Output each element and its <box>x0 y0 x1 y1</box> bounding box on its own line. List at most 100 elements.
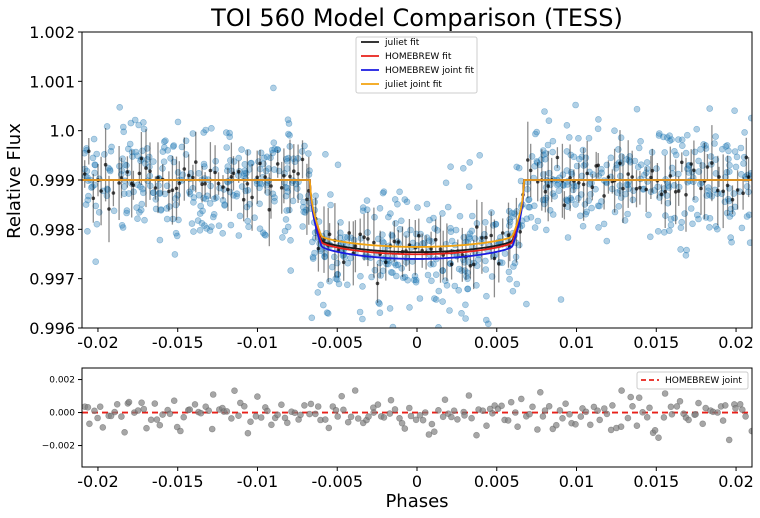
raw-flux-point <box>376 309 384 317</box>
raw-flux-point <box>582 154 590 162</box>
x-tick-label: 0.015 <box>633 333 679 352</box>
raw-flux-point <box>667 215 675 223</box>
raw-flux-point <box>392 261 400 269</box>
residual-point <box>430 428 438 436</box>
raw-flux-point <box>160 158 168 165</box>
raw-flux-point <box>695 157 702 165</box>
raw-flux-point <box>299 223 307 230</box>
raw-flux-point <box>284 184 291 192</box>
binned-flux-point <box>676 189 681 193</box>
raw-flux-point <box>155 182 162 189</box>
x-tick-label: -0.02 <box>77 333 118 352</box>
raw-flux-point <box>542 150 550 157</box>
raw-flux-point <box>409 239 417 247</box>
raw-flux-point <box>666 137 674 144</box>
residual-point <box>692 410 699 418</box>
raw-flux-point <box>163 205 170 212</box>
raw-flux-point <box>357 272 364 280</box>
raw-flux-point <box>513 163 521 171</box>
raw-flux-point <box>262 167 270 175</box>
residual-point <box>419 416 427 424</box>
raw-flux-point <box>623 181 631 188</box>
raw-flux-point <box>224 163 232 170</box>
raw-flux-point <box>559 171 567 178</box>
raw-flux-point <box>665 184 673 191</box>
raw-flux-point <box>549 137 557 145</box>
raw-flux-point <box>375 299 382 306</box>
raw-flux-point <box>336 229 344 237</box>
raw-flux-point <box>84 228 91 235</box>
residual-point <box>186 406 193 413</box>
raw-flux-point <box>572 101 579 109</box>
raw-flux-point <box>92 258 99 266</box>
residual-point <box>180 413 187 421</box>
binned-flux-point <box>362 235 366 239</box>
raw-flux-point <box>505 268 513 276</box>
main-legend-box <box>355 36 478 94</box>
binned-flux-point <box>103 162 108 167</box>
raw-flux-point <box>461 267 469 274</box>
binned-flux-point <box>492 256 497 261</box>
binned-flux-point <box>208 168 213 173</box>
raw-flux-point <box>738 224 746 232</box>
raw-flux-point <box>505 222 513 229</box>
residual-point <box>147 416 155 424</box>
binned-flux-point <box>489 233 494 238</box>
raw-flux-point <box>622 190 629 198</box>
residual-x-tick-label: -0.02 <box>77 472 118 491</box>
raw-flux-point <box>695 215 702 223</box>
raw-flux-point <box>121 183 128 190</box>
raw-flux-point <box>135 121 142 129</box>
raw-flux-point <box>172 201 180 209</box>
residual-point <box>208 425 216 433</box>
residual-point <box>387 396 395 404</box>
raw-flux-point <box>308 314 316 322</box>
residual-point <box>661 390 669 397</box>
raw-flux-point <box>271 145 279 153</box>
raw-flux-point <box>564 197 571 204</box>
raw-flux-point <box>186 188 193 196</box>
raw-flux-point <box>671 214 678 222</box>
binned-flux-point <box>255 175 259 180</box>
raw-flux-point <box>235 154 242 162</box>
raw-flux-point <box>236 212 244 220</box>
residual-point <box>401 425 409 432</box>
residual-point <box>572 420 579 428</box>
residual-point <box>268 421 275 429</box>
binned-flux-point <box>500 231 505 235</box>
residual-point <box>365 413 372 420</box>
raw-flux-point <box>314 289 322 296</box>
raw-flux-point <box>471 235 479 242</box>
raw-flux-point <box>271 194 278 201</box>
raw-flux-point <box>451 282 459 290</box>
raw-flux-point <box>223 129 230 136</box>
binned-flux-point <box>156 175 160 180</box>
residual-point <box>338 392 346 400</box>
raw-flux-point <box>174 118 182 126</box>
binned-flux-point <box>471 262 476 267</box>
raw-flux-point <box>215 222 223 229</box>
binned-flux-point <box>288 174 292 179</box>
raw-flux-point <box>466 159 474 166</box>
raw-flux-point <box>377 272 384 279</box>
x-tick-label: -0.005 <box>311 333 363 352</box>
raw-flux-point <box>260 154 268 162</box>
raw-flux-point <box>704 184 712 191</box>
raw-flux-point <box>600 220 608 228</box>
binned-flux-point <box>107 207 111 211</box>
raw-flux-point <box>301 142 308 150</box>
residual-point <box>297 411 304 419</box>
raw-flux-point <box>379 189 387 197</box>
main-x-ticks: -0.02 -0.015 -0.01 -0.005 0 0.005 0.01 0.015 0.0… <box>77 328 754 352</box>
raw-flux-point <box>309 255 317 262</box>
raw-flux-point <box>746 239 752 246</box>
raw-flux-point <box>169 215 177 223</box>
residual-point <box>609 402 616 409</box>
raw-flux-point <box>243 203 251 211</box>
raw-flux-point <box>441 277 449 285</box>
raw-flux-point <box>726 161 733 169</box>
raw-flux-point <box>394 261 402 269</box>
residual-point <box>244 429 252 437</box>
raw-flux-point <box>233 192 240 200</box>
raw-flux-point <box>464 275 471 283</box>
